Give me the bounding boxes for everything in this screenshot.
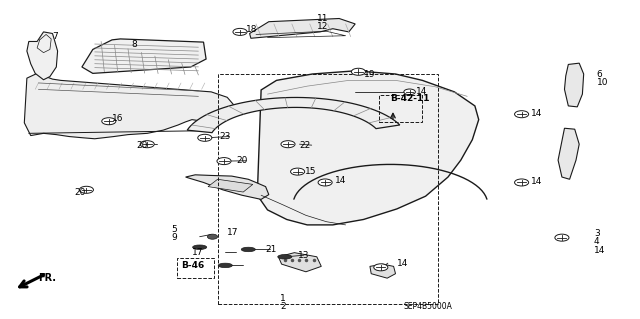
Text: 11: 11	[317, 14, 328, 23]
Polygon shape	[208, 179, 253, 192]
Bar	[379, 95, 422, 122]
Circle shape	[291, 168, 305, 175]
Polygon shape	[24, 73, 237, 139]
Text: FR.: FR.	[38, 272, 56, 283]
Polygon shape	[186, 175, 269, 199]
Circle shape	[318, 179, 332, 186]
Circle shape	[207, 234, 218, 239]
Polygon shape	[250, 19, 355, 38]
Polygon shape	[187, 98, 400, 133]
Text: 14: 14	[531, 109, 543, 118]
Text: 9: 9	[172, 233, 177, 242]
Text: SEP4B5000A: SEP4B5000A	[403, 302, 452, 311]
Text: 23: 23	[219, 132, 230, 141]
Text: 19: 19	[364, 70, 375, 78]
Text: 17: 17	[227, 228, 239, 237]
Circle shape	[404, 89, 415, 95]
Text: 8: 8	[131, 40, 137, 49]
Circle shape	[515, 111, 529, 118]
Circle shape	[281, 141, 295, 148]
Text: 20: 20	[136, 141, 148, 150]
Text: 6: 6	[596, 70, 602, 79]
Text: 20: 20	[74, 189, 86, 197]
Text: 20: 20	[237, 156, 248, 165]
Text: 15: 15	[305, 167, 316, 176]
Ellipse shape	[278, 255, 292, 259]
Text: 22: 22	[300, 141, 311, 150]
Text: 13: 13	[298, 251, 309, 260]
Circle shape	[374, 264, 388, 271]
Circle shape	[198, 134, 212, 141]
Text: 2: 2	[280, 302, 286, 311]
Circle shape	[102, 118, 116, 125]
Text: 18: 18	[246, 25, 258, 34]
Text: 7: 7	[52, 32, 58, 41]
Text: 12: 12	[317, 22, 328, 31]
Ellipse shape	[241, 247, 255, 252]
Ellipse shape	[193, 245, 207, 249]
Circle shape	[515, 179, 529, 186]
Circle shape	[233, 28, 247, 35]
Circle shape	[555, 234, 569, 241]
Text: 14: 14	[397, 259, 408, 268]
Text: 16: 16	[112, 114, 124, 123]
Polygon shape	[278, 253, 321, 272]
Text: 14: 14	[594, 246, 605, 255]
Circle shape	[217, 158, 231, 165]
Circle shape	[351, 68, 365, 75]
Text: 4: 4	[594, 237, 600, 246]
Text: 1: 1	[280, 294, 286, 303]
Text: 17: 17	[192, 248, 204, 256]
Polygon shape	[82, 39, 206, 73]
Text: 14: 14	[335, 176, 347, 185]
Circle shape	[140, 141, 154, 148]
Text: 10: 10	[596, 78, 608, 87]
Bar	[177, 258, 214, 278]
Polygon shape	[564, 63, 584, 107]
Text: 14: 14	[531, 177, 543, 186]
Ellipse shape	[218, 263, 232, 268]
Polygon shape	[257, 71, 479, 225]
Text: 14: 14	[416, 87, 428, 96]
Text: 21: 21	[266, 245, 277, 254]
Text: B-46: B-46	[181, 261, 204, 270]
Polygon shape	[27, 32, 58, 80]
Bar	[218, 74, 438, 304]
Text: 3: 3	[594, 229, 600, 238]
Polygon shape	[558, 128, 579, 179]
Text: B-42-11: B-42-11	[390, 94, 429, 103]
Polygon shape	[370, 264, 396, 278]
Text: 5: 5	[172, 225, 177, 234]
Circle shape	[79, 186, 93, 193]
